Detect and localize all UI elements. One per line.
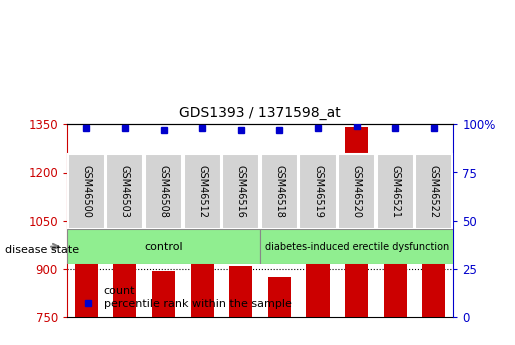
Text: GSM46503: GSM46503 [120,165,130,218]
Bar [152,271,175,317]
Text: diabetes-induced erectile dysfunction: diabetes-induced erectile dysfunction [265,242,449,252]
Text: GSM46500: GSM46500 [81,165,91,218]
Text: GSM46521: GSM46521 [390,165,400,218]
Bar [106,154,143,229]
Text: GSM46519: GSM46519 [313,165,323,218]
Bar [222,154,259,229]
Text: GSM46516: GSM46516 [236,165,246,218]
Bar [376,154,414,229]
Bar [145,154,182,229]
Text: disease state: disease state [5,245,79,255]
Bar [306,176,330,317]
Bar [75,218,98,317]
Bar [67,229,260,264]
Bar [268,277,291,317]
Bar [415,154,452,229]
Bar [67,154,105,229]
Bar [338,154,375,229]
Bar [422,216,445,317]
Title: GDS1393 / 1371598_at: GDS1393 / 1371598_at [179,106,341,120]
Text: GSM46520: GSM46520 [352,165,362,218]
Bar [113,213,136,317]
Text: GSM46522: GSM46522 [429,165,439,218]
Text: GSM46508: GSM46508 [159,165,168,218]
Bar [183,154,220,229]
Text: control: control [144,242,183,252]
Text: GSM46518: GSM46518 [274,165,284,218]
Legend: count, percentile rank within the sample: count, percentile rank within the sample [73,282,296,314]
Bar [345,127,368,317]
Bar [384,216,407,317]
Bar [191,214,214,317]
Bar [261,154,298,229]
Bar [260,229,453,264]
Bar [299,154,336,229]
Text: GSM46512: GSM46512 [197,165,207,218]
Bar [229,266,252,317]
